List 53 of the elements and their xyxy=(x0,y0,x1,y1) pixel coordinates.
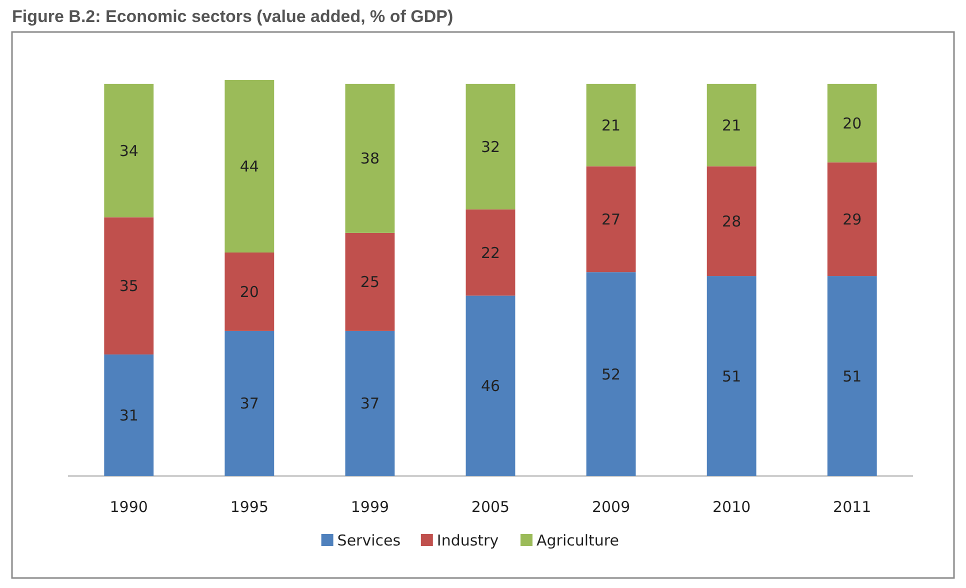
legend-label: Services xyxy=(337,531,401,550)
bar xyxy=(345,84,395,233)
bar xyxy=(586,84,636,166)
data-label: 21 xyxy=(722,116,742,134)
data-label: 34 xyxy=(119,142,138,160)
bar xyxy=(466,84,516,210)
data-label: 38 xyxy=(360,150,380,168)
data-label: 32 xyxy=(480,138,500,156)
bar xyxy=(345,232,395,331)
data-label: 44 xyxy=(240,158,259,176)
x-tick-label: 2009 xyxy=(592,498,630,516)
x-tick-label: 1995 xyxy=(230,498,269,516)
x-tick-label: 2005 xyxy=(471,498,510,516)
bar xyxy=(586,166,636,272)
data-label: 22 xyxy=(480,244,500,262)
x-tick-label: 1999 xyxy=(350,498,390,516)
bar xyxy=(224,330,274,476)
bar xyxy=(706,84,756,166)
x-tick-label: 1990 xyxy=(110,498,148,516)
bar xyxy=(827,276,877,476)
chart-title: Figure B.2: Economic sectors (value added, % of GDP) xyxy=(12,7,454,26)
data-label: 52 xyxy=(601,365,621,384)
bar xyxy=(104,217,154,354)
bar xyxy=(827,84,877,162)
data-label: 28 xyxy=(722,212,742,230)
bar xyxy=(586,272,636,476)
data-label: 27 xyxy=(601,210,621,228)
data-label: 25 xyxy=(360,273,380,292)
data-label: 46 xyxy=(480,377,500,396)
data-label: 51 xyxy=(842,367,862,386)
x-tick-label: 2010 xyxy=(712,498,751,516)
legend-label: Agriculture xyxy=(536,531,619,550)
data-label: 37 xyxy=(360,394,380,413)
data-label: 37 xyxy=(240,394,259,413)
bar xyxy=(104,354,154,476)
bar xyxy=(827,162,877,276)
bar xyxy=(224,80,274,253)
data-label: 31 xyxy=(119,406,138,424)
bar xyxy=(345,330,395,476)
bar xyxy=(466,296,516,476)
bar xyxy=(104,84,154,218)
data-label: 21 xyxy=(601,116,621,134)
x-tick-label: 2011 xyxy=(833,498,872,516)
bar xyxy=(706,166,756,276)
bar xyxy=(706,276,756,476)
data-label: 51 xyxy=(722,367,742,386)
bar xyxy=(466,209,516,296)
bar xyxy=(224,252,274,331)
data-label: 35 xyxy=(119,277,138,296)
data-label: 20 xyxy=(842,114,862,132)
data-label: 29 xyxy=(842,210,862,228)
data-label: 20 xyxy=(240,282,259,301)
legend-label: Industry xyxy=(436,531,499,550)
